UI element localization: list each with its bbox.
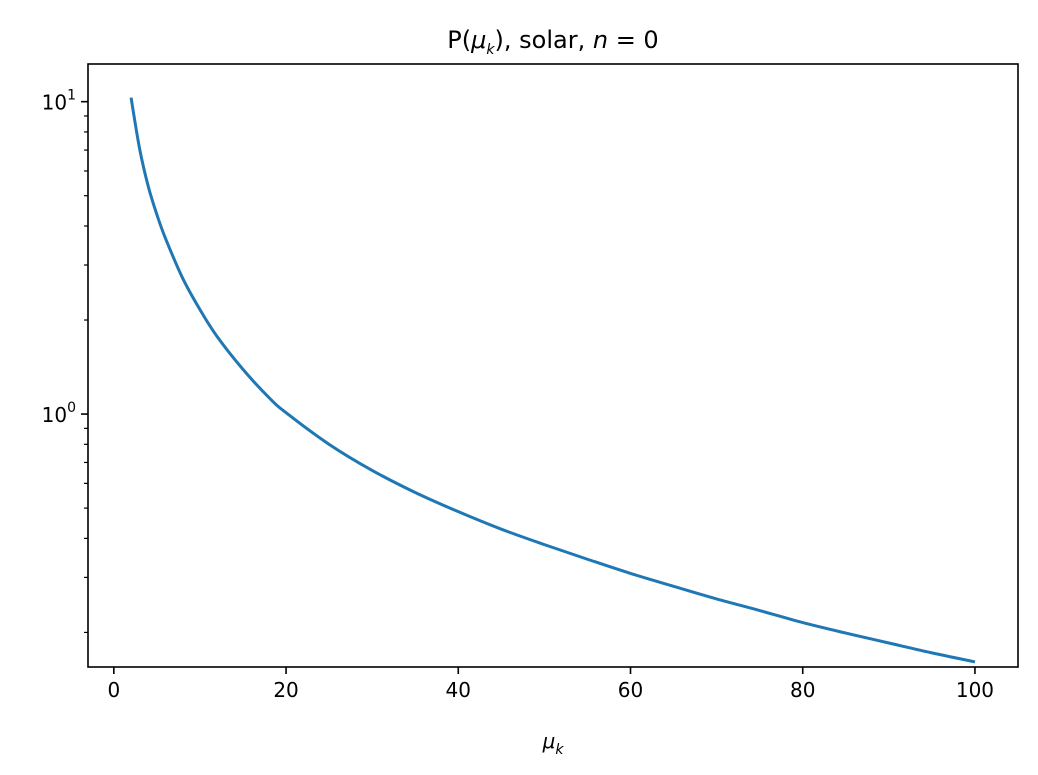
x-tick-label: 20 (273, 678, 298, 702)
x-axis-label: μk (542, 729, 565, 758)
chart-title: P(μk), solar, n = 0 (447, 26, 658, 58)
y-tick-label: 101 (42, 88, 76, 115)
axes-frame (87, 63, 1019, 668)
x-tick-label: 100 (956, 678, 994, 702)
x-tick-label: 0 (107, 678, 120, 702)
y-tick-label: 100 (42, 400, 76, 427)
x-tick-label: 80 (790, 678, 815, 702)
x-axis: 0 20 40 60 80 100 (107, 667, 994, 702)
plot-area: 0 20 40 60 80 100 100 101 (42, 63, 1019, 702)
x-tick-label: 60 (618, 678, 643, 702)
y-axis: 100 101 (42, 88, 88, 634)
x-tick-label: 40 (446, 678, 471, 702)
series-layer (129, 97, 976, 664)
series-line-0 (129, 97, 976, 664)
